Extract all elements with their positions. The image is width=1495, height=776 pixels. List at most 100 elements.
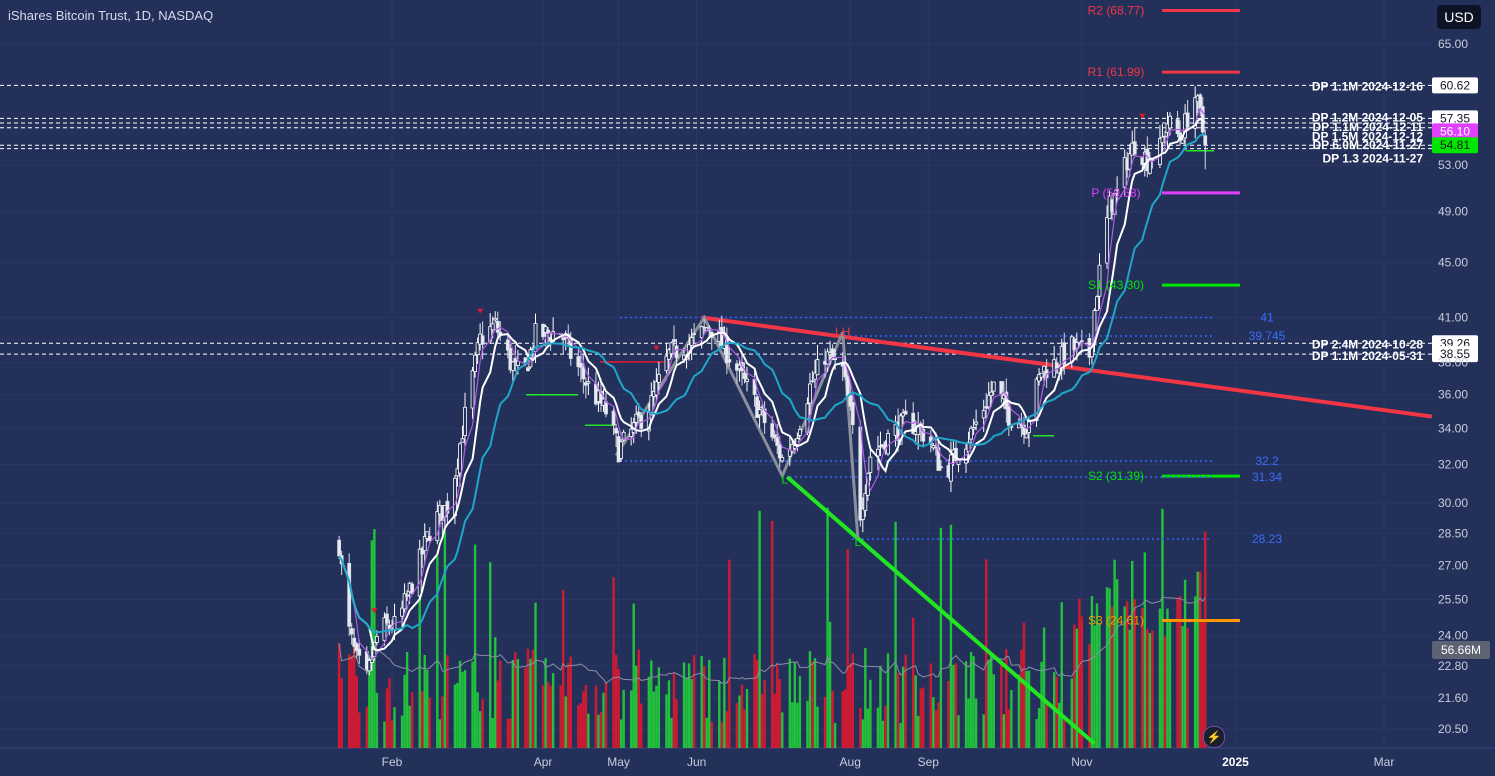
volume-bar (813, 658, 817, 748)
volume-bar (541, 685, 545, 748)
volume-bar (1161, 508, 1164, 748)
currency-button[interactable]: USD (1437, 5, 1481, 29)
volume-bar (816, 706, 819, 748)
dark-pool-label: DP 1.1M 2024-12-16 (1312, 79, 1424, 93)
pattern-annotation: L (854, 535, 861, 549)
volume-bar (1186, 628, 1189, 748)
volume-bar (967, 698, 970, 748)
candle-body (656, 373, 661, 383)
volume-bar (1148, 633, 1152, 748)
candle-body (813, 372, 817, 380)
level-label: 28.23 (1252, 532, 1282, 546)
volume-bar (418, 560, 421, 748)
volume-bar (368, 657, 371, 748)
volume-bar (534, 602, 537, 748)
volume-bar (969, 652, 973, 748)
volume-bar (632, 603, 635, 748)
candle-body (833, 357, 838, 360)
volume-bar (990, 653, 993, 748)
volume-bar (1158, 608, 1162, 748)
volume-bar (524, 667, 527, 748)
volume-bar (703, 666, 706, 748)
volume-bar (687, 663, 691, 748)
volume-bar (562, 589, 565, 748)
volume-bar (1010, 689, 1013, 748)
volume-bar (494, 637, 497, 748)
candle-body (1185, 112, 1190, 128)
candle-body (777, 444, 782, 459)
volume-bar (1002, 714, 1006, 748)
volume-bar (964, 661, 968, 748)
bolt-icon[interactable]: ⚡ (1203, 726, 1225, 748)
volume-badge-text: 56.66M (1441, 643, 1481, 657)
volume-bar (881, 720, 885, 748)
price-tick-label: 32.00 (1438, 458, 1468, 472)
volume-bar (340, 678, 343, 748)
candle-body (724, 338, 729, 364)
dark-pool-label: DP 1.5M 2024-12-12 (1312, 130, 1424, 144)
pivot-label: S1 (43.30) (1088, 278, 1144, 292)
pivot-label: P (50.58) (1091, 186, 1140, 200)
volume-bar (640, 703, 643, 748)
volume-bar (670, 717, 673, 748)
volume-bar (728, 559, 731, 748)
volume-bar (791, 702, 794, 748)
candle-body (568, 338, 573, 359)
volume-bar (1201, 619, 1204, 748)
price-tick-label: 30.00 (1438, 496, 1468, 510)
volume-bar (937, 702, 940, 748)
volume-bar (594, 685, 598, 748)
candle-body (989, 391, 994, 397)
volume-bar (760, 694, 764, 748)
candle-body (850, 402, 855, 426)
volume-bar (1070, 678, 1073, 748)
volume-bar (1193, 596, 1197, 748)
volume-bar (1017, 674, 1021, 748)
volume-bar (922, 687, 925, 748)
volume-bar (1199, 571, 1202, 748)
volume-bar (438, 719, 442, 748)
volume-bar (358, 712, 361, 748)
volume-bar (1075, 628, 1079, 748)
volume-bar (496, 680, 499, 748)
price-tick-label: 24.00 (1438, 628, 1468, 642)
volume-bar (843, 689, 847, 748)
candle-body (1097, 264, 1102, 297)
volume-bar (1042, 627, 1046, 748)
candle-body (742, 372, 747, 379)
candle-body (1095, 296, 1099, 311)
volume-bar (1131, 560, 1134, 748)
volume-bar (551, 673, 555, 748)
volume-bar (806, 700, 809, 748)
volume-bar (864, 648, 867, 748)
volume-bar (763, 680, 766, 748)
volume-bar (514, 652, 517, 748)
candle-body (599, 390, 603, 404)
volume-bar (723, 657, 726, 748)
volume-bar (337, 643, 341, 748)
volume-bar (655, 685, 658, 748)
candle-body (354, 643, 359, 652)
volume-bar (1073, 624, 1076, 748)
candle-body (611, 410, 616, 426)
time-tick-label: Mar (1374, 755, 1395, 769)
gridlines (0, 0, 1495, 749)
volume-bar (657, 667, 661, 748)
volume-bar (597, 714, 600, 748)
volume-bar (901, 666, 905, 748)
volume-bar (917, 715, 920, 748)
moving-averages (338, 107, 1206, 660)
volume-badge (1432, 641, 1490, 659)
candle-body (903, 410, 908, 415)
volume-bar (400, 715, 404, 748)
volume-bar (776, 663, 779, 748)
volume-bar (982, 714, 985, 748)
volume-bar (939, 527, 943, 748)
volume-bar (932, 697, 935, 748)
volume-bar (861, 719, 865, 748)
volume-bar (423, 654, 426, 748)
candle-body (757, 409, 762, 416)
volume-bar (919, 688, 922, 748)
support-trendline (786, 475, 859, 541)
